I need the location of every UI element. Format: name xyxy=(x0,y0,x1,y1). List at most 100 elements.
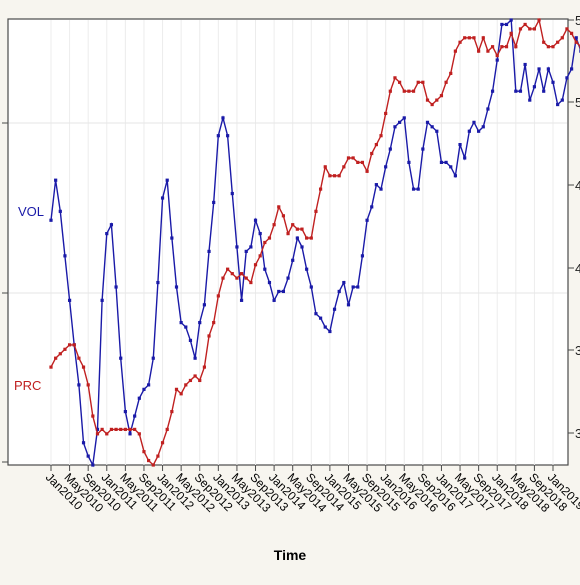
prc-point xyxy=(504,45,509,49)
prc-point xyxy=(160,441,165,445)
vol-point xyxy=(449,165,453,169)
prc-point xyxy=(188,378,193,383)
prc-point xyxy=(212,321,216,325)
vol-point xyxy=(351,285,355,289)
prc-point xyxy=(174,387,179,391)
vol-point xyxy=(523,62,527,67)
vol-point xyxy=(481,125,485,129)
prc-point xyxy=(393,76,397,80)
vol-point xyxy=(109,223,114,227)
prc-point xyxy=(170,410,174,414)
vol-point xyxy=(137,396,141,400)
vol-point xyxy=(300,245,304,249)
vol-point xyxy=(249,245,253,249)
vol-point xyxy=(151,356,155,360)
prc-point xyxy=(137,432,141,436)
prc-point xyxy=(453,49,457,53)
prc-point xyxy=(207,334,211,338)
vol-point xyxy=(239,298,244,302)
vol-point xyxy=(207,249,211,253)
prc-point xyxy=(151,463,155,467)
prc-point xyxy=(518,27,523,31)
vol-point xyxy=(453,174,457,178)
vol-point xyxy=(430,125,434,129)
prc-series-line xyxy=(50,17,580,467)
prc-point xyxy=(309,236,313,240)
vol-point xyxy=(439,160,444,164)
prc-point xyxy=(332,174,337,178)
vol-point xyxy=(356,285,360,289)
prc-point xyxy=(374,143,378,147)
vol-point xyxy=(170,236,174,240)
vol-point xyxy=(504,22,509,27)
prc-point xyxy=(54,356,58,360)
prc-point xyxy=(528,27,532,31)
vol-point xyxy=(202,303,206,307)
series-layer xyxy=(49,17,580,468)
vol-point xyxy=(393,125,397,129)
prc-point xyxy=(565,27,569,31)
vol-point xyxy=(486,107,490,111)
prc-point xyxy=(77,356,81,360)
prc-point xyxy=(100,427,104,431)
prc-point xyxy=(63,347,67,351)
vol-point xyxy=(551,80,555,84)
vol-point xyxy=(402,116,406,120)
prc-point xyxy=(537,18,541,22)
vol-point xyxy=(77,383,81,387)
vol-point xyxy=(216,134,220,138)
prc-point xyxy=(370,151,374,156)
prc-point xyxy=(249,280,253,285)
vol-point xyxy=(86,454,90,458)
vol-point xyxy=(509,18,513,22)
vol-point xyxy=(463,156,467,160)
vol-point xyxy=(309,285,313,289)
vol-point xyxy=(277,289,281,294)
prc-point xyxy=(328,174,332,178)
vol-point xyxy=(49,218,53,222)
prc-point xyxy=(388,89,392,93)
vol-point xyxy=(95,427,100,431)
vol-point xyxy=(370,205,374,209)
vol-point xyxy=(193,356,197,360)
right-axis-tick-label: 4 xyxy=(575,261,580,276)
vol-point xyxy=(565,76,569,80)
prc-point xyxy=(179,392,183,396)
vol-point xyxy=(560,98,564,102)
prc-point xyxy=(514,45,518,49)
prc-point xyxy=(119,427,123,431)
prc-point xyxy=(532,27,537,31)
prc-point xyxy=(295,227,299,231)
vol-point xyxy=(546,67,550,71)
vol-point xyxy=(318,316,323,320)
vol-point xyxy=(156,280,160,285)
prc-point xyxy=(379,134,383,138)
vol-point xyxy=(244,249,248,253)
vol-point xyxy=(63,254,67,258)
prc-point xyxy=(239,272,244,276)
right-axis-tick-label: 5 xyxy=(575,95,580,110)
prc-point xyxy=(398,80,402,84)
vol-point xyxy=(444,160,448,164)
prc-point xyxy=(67,343,72,347)
vol-point xyxy=(105,232,109,236)
prc-point xyxy=(425,98,430,102)
vol-point xyxy=(286,276,290,280)
prc-point xyxy=(411,89,416,93)
series-labels: VOL PRC xyxy=(14,204,44,393)
prc-point xyxy=(323,165,327,169)
vol-point xyxy=(160,196,165,200)
prc-point xyxy=(560,36,564,40)
vol-point xyxy=(384,165,388,169)
plot-frame xyxy=(7,18,569,466)
vol-point xyxy=(542,89,546,93)
prc-point xyxy=(351,156,355,160)
vol-point xyxy=(342,280,346,285)
prc-point xyxy=(342,165,346,169)
right-axis-tick-label: 3 xyxy=(575,426,580,441)
prc-point xyxy=(458,40,462,44)
right-axis-tick-label: 5 xyxy=(575,13,580,28)
prc-point xyxy=(542,40,546,44)
prc-point xyxy=(486,49,490,53)
